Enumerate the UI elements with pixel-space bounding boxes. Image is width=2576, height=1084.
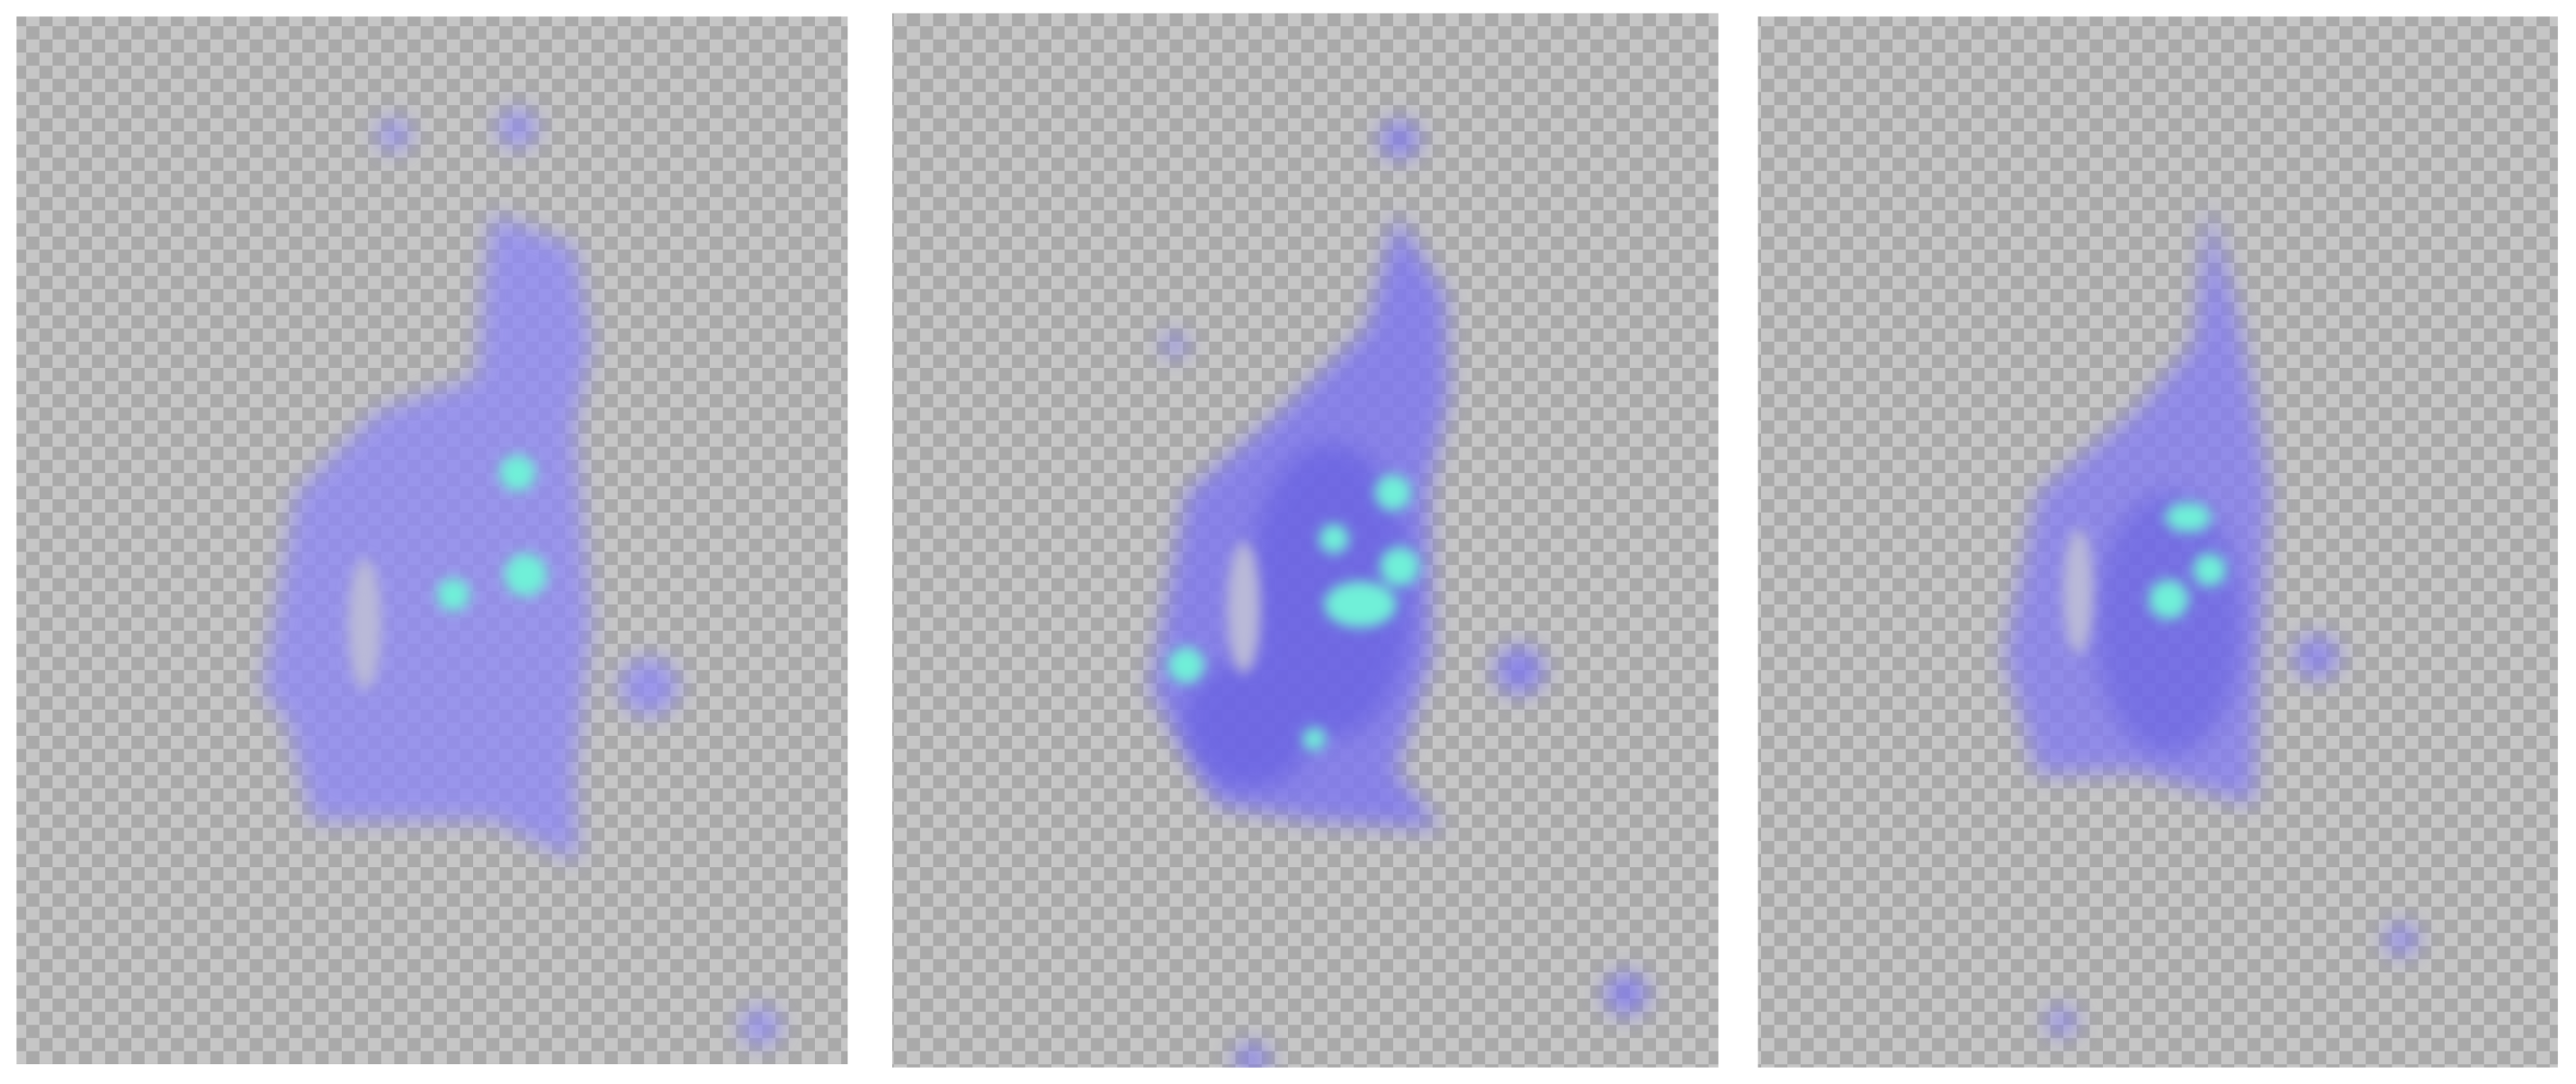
panel-1 (16, 16, 848, 1065)
panel-2 (891, 13, 1719, 1068)
panel-3 (1758, 16, 2558, 1068)
